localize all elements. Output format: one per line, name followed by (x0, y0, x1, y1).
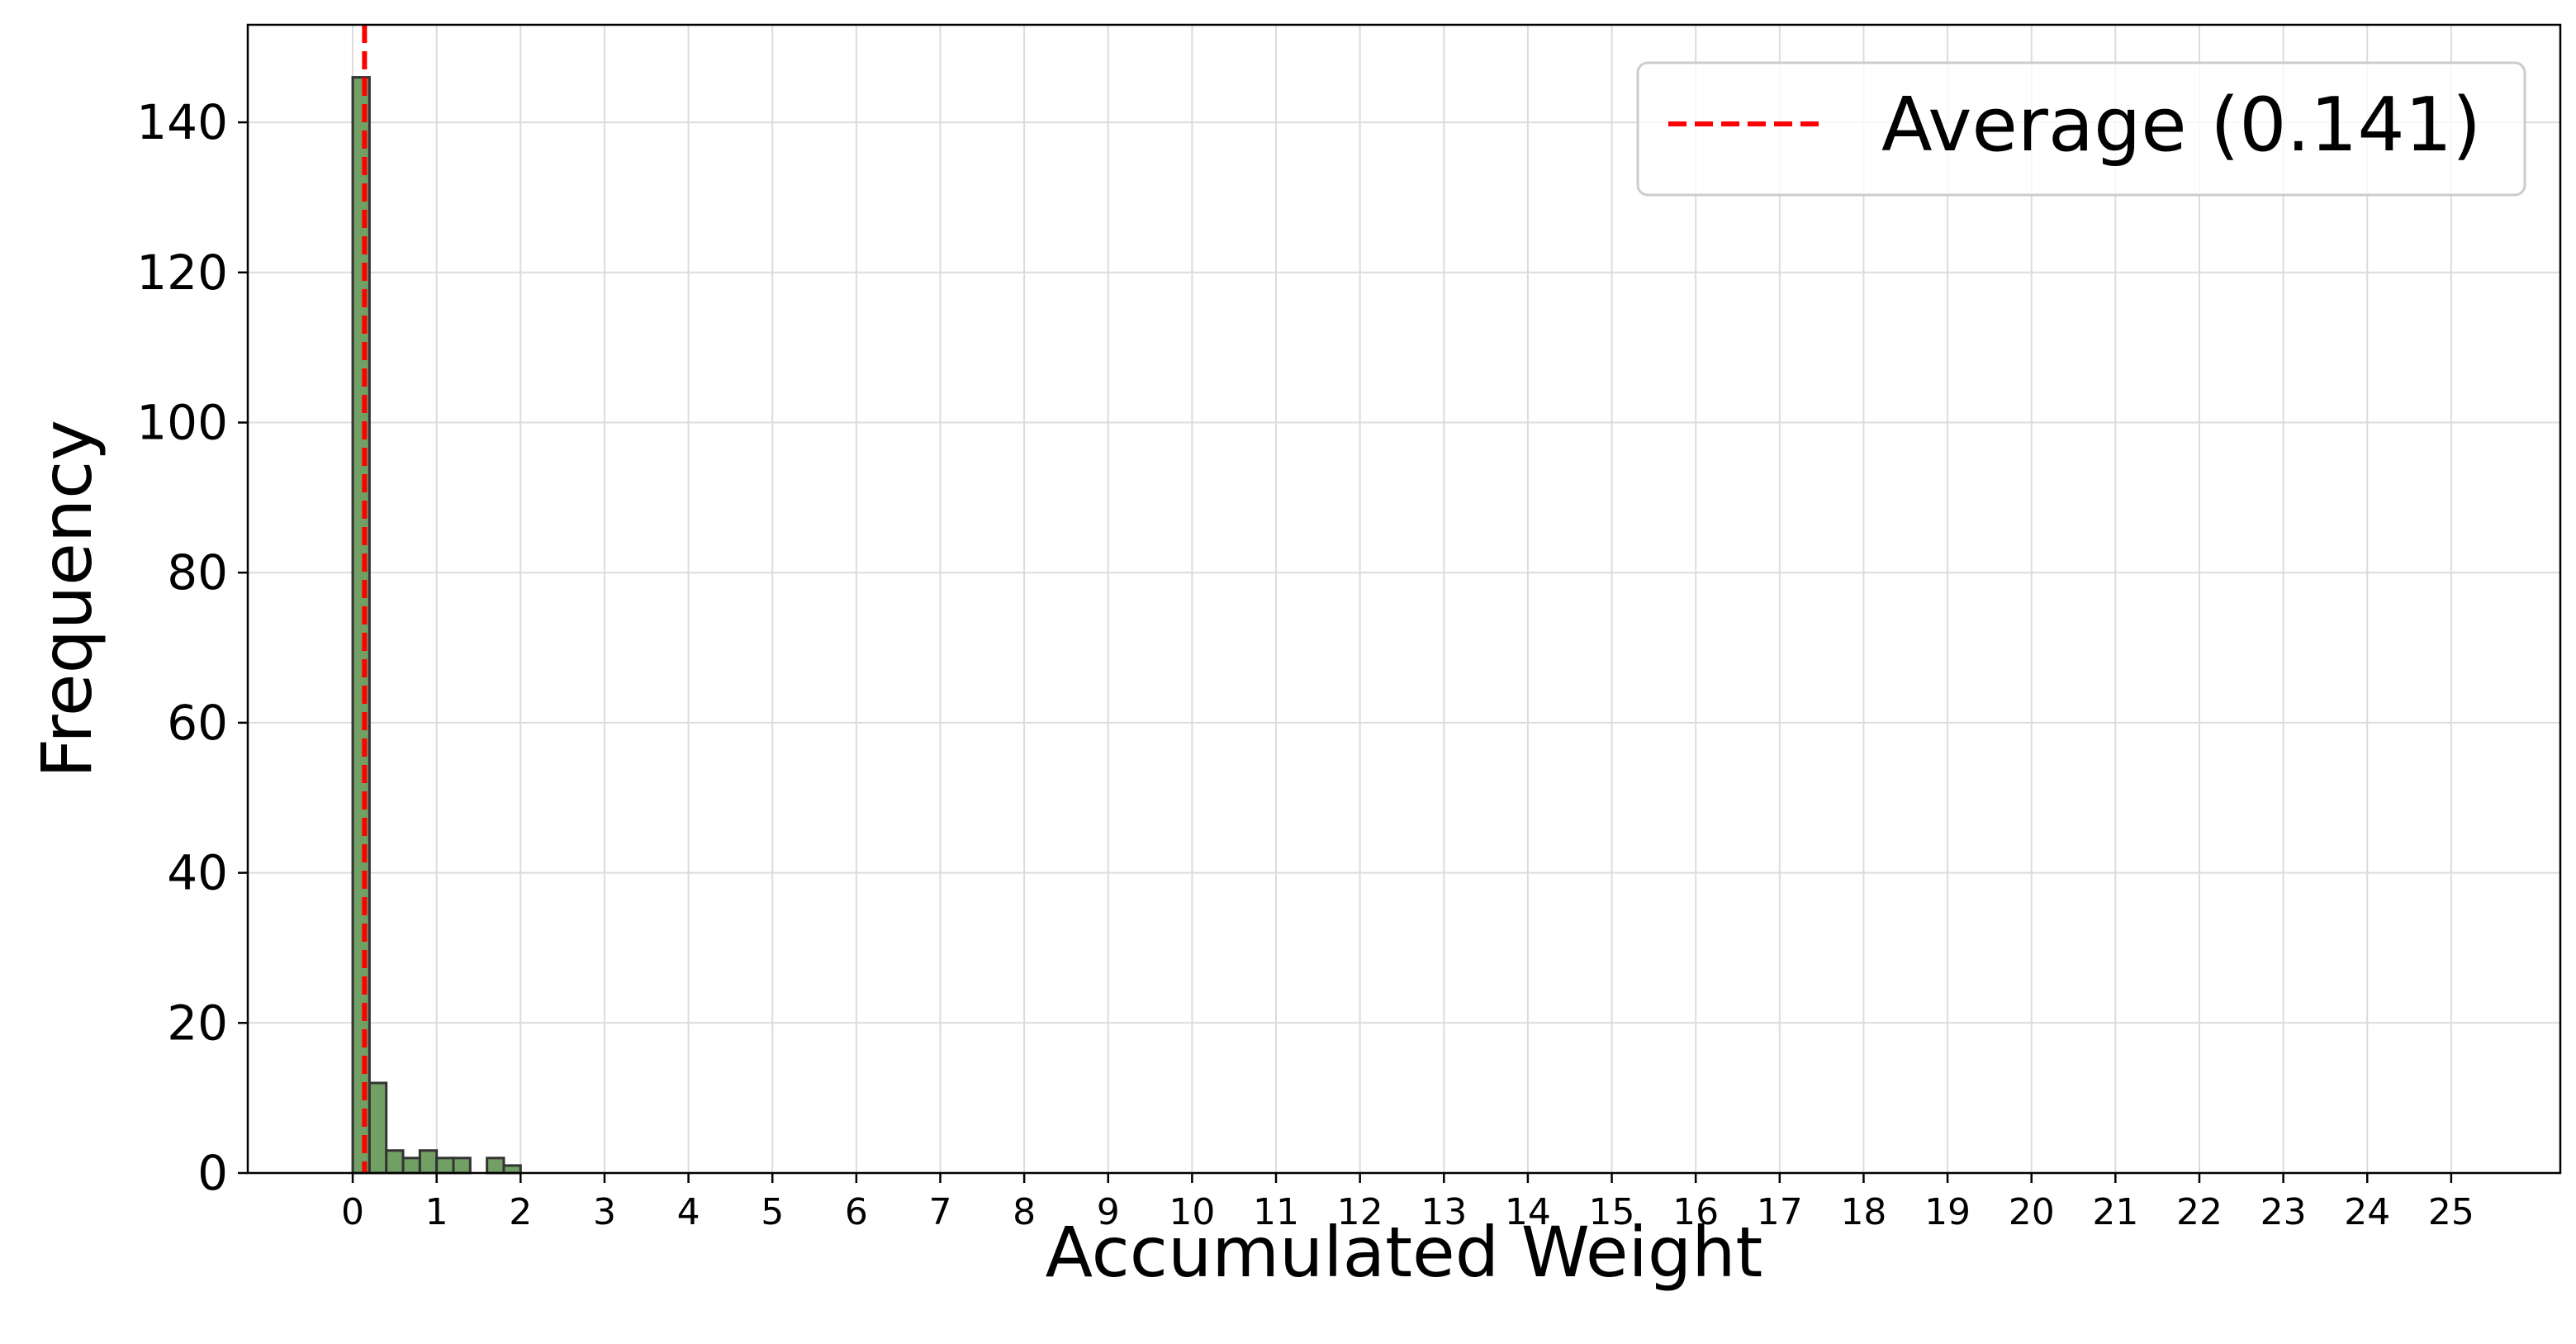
x-tick-label: 19 (1924, 1191, 1971, 1233)
plot-frame (246, 23, 2562, 1175)
x-tick-label: 11 (1253, 1191, 1299, 1233)
histogram-bar (452, 1156, 472, 1175)
histogram-bar (368, 1081, 388, 1175)
x-tick-label: 17 (1757, 1191, 1803, 1233)
legend: Average (0.141) (1636, 61, 2526, 197)
x-axis-ticks: 0 1 2 3 4 5 6 7 8 9 10 11 12 13 14 15 16 17 18 19 20 21 22 23 24… (341, 1173, 2474, 1233)
x-tick-label: 4 (677, 1191, 700, 1233)
y-axis-label: Frequency (26, 420, 107, 778)
x-tick-label: 8 (1013, 1191, 1036, 1233)
y-tick-label: 140 (136, 94, 228, 150)
x-tick-label: 14 (1505, 1191, 1551, 1233)
histogram-bar (401, 1156, 421, 1175)
x-tick-label: 13 (1421, 1191, 1467, 1233)
y-tick-label: 60 (167, 695, 228, 751)
x-tick-label: 3 (593, 1191, 616, 1233)
histogram-bar (418, 1149, 439, 1175)
x-tick-label: 9 (1097, 1191, 1120, 1233)
x-tick-label: 1 (425, 1191, 448, 1233)
x-tick-label: 2 (509, 1191, 532, 1233)
x-axis-label: Accumulated Weight (1046, 1212, 1763, 1293)
x-tick-label: 6 (845, 1191, 868, 1233)
x-tick-label: 16 (1672, 1191, 1719, 1233)
y-axis-ticks: 0 20 40 60 80 100 120 140 (136, 94, 248, 1201)
histogram-bar (435, 1156, 455, 1175)
x-tick-label: 7 (928, 1191, 951, 1233)
x-tick-label: 15 (1589, 1191, 1635, 1233)
x-tick-label: 21 (2092, 1191, 2138, 1233)
y-tick-label: 80 (167, 544, 228, 601)
x-tick-label: 18 (1840, 1191, 1886, 1233)
histogram-bar (385, 1149, 405, 1175)
histogram-bar (502, 1164, 522, 1175)
x-tick-label: 20 (2009, 1191, 2055, 1233)
grid-lines (248, 25, 2560, 1174)
x-tick-label: 24 (2344, 1191, 2390, 1233)
legend-box (1636, 61, 2526, 197)
y-tick-label: 20 (167, 995, 228, 1051)
y-tick-label: 40 (167, 845, 228, 901)
x-tick-label: 12 (1337, 1191, 1383, 1233)
x-tick-label: 0 (341, 1191, 364, 1233)
x-tick-label: 23 (2261, 1191, 2307, 1233)
histogram-bar (486, 1156, 505, 1175)
y-tick-label: 100 (136, 395, 228, 451)
x-tick-label: 22 (2176, 1191, 2223, 1233)
x-tick-label: 10 (1169, 1191, 1215, 1233)
y-tick-label: 120 (136, 245, 228, 301)
x-tick-label: 5 (761, 1191, 784, 1233)
legend-entry-average: Average (0.141) (1881, 82, 2481, 169)
x-tick-label: 25 (2428, 1191, 2474, 1233)
y-tick-label: 0 (197, 1145, 228, 1201)
